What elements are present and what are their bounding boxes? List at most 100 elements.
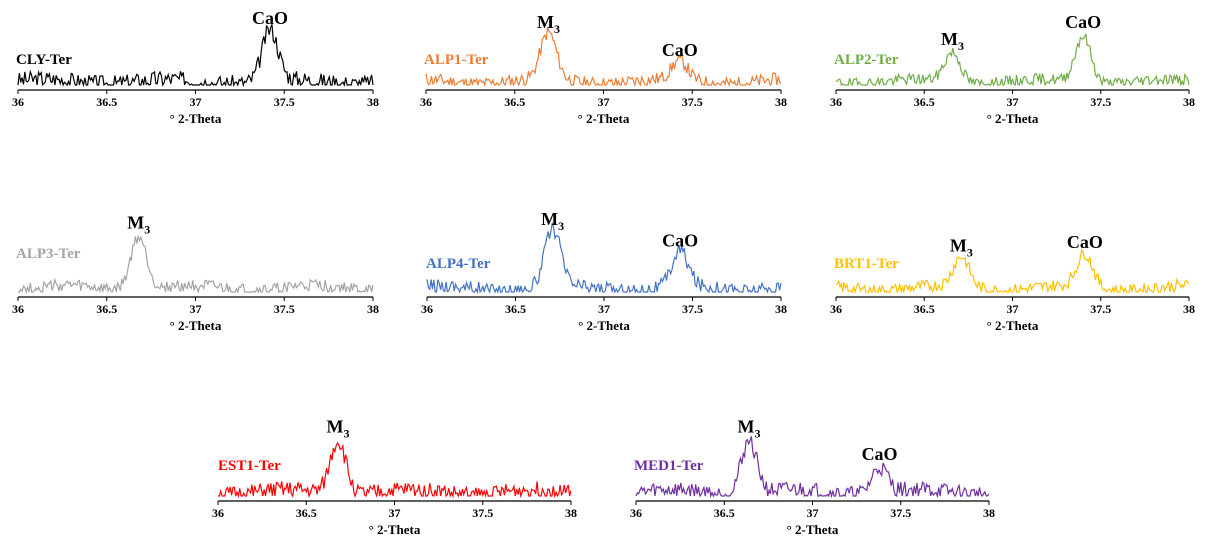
x-tick-label: 36.5 (296, 506, 317, 520)
x-tick-label: 37.5 (274, 302, 295, 316)
x-tick-label: 38 (565, 506, 577, 520)
peak-label: CaO (1067, 232, 1103, 252)
peak-label-base: M (327, 417, 344, 437)
peak-label-subscript: 3 (754, 427, 760, 441)
peak-label: CaO (1065, 12, 1101, 32)
peak-label-subscript: 3 (958, 39, 964, 53)
peak-label: M3 (127, 213, 150, 237)
peak-label: M3 (537, 12, 560, 36)
x-tick-label: 36 (630, 506, 642, 520)
x-axis-title: ° 2-Theta (987, 318, 1039, 333)
x-tick-label: 38 (367, 95, 379, 109)
x-tick-label: 37 (1007, 302, 1019, 316)
x-axis-title: ° 2-Theta (987, 111, 1039, 126)
x-tick-label: 37.5 (1090, 302, 1111, 316)
x-tick-label: 37.5 (682, 95, 703, 109)
series-line (635, 436, 990, 499)
x-tick-label: 36.5 (914, 302, 935, 316)
peak-label-base: M (127, 213, 144, 233)
chart-panel: 36 36.5 37 37.5 38 ° 2-Theta ALP3-Ter M3 (12, 213, 379, 333)
peak-label: M3 (541, 209, 564, 233)
x-axis-title: ° 2-Theta (170, 318, 222, 333)
x-tick-label: 36 (420, 95, 432, 109)
x-tick-label: 37.5 (1090, 95, 1111, 109)
chart-panel: 36 36.5 37 37.5 38 ° 2-Theta ALP1-Ter M3 CaO (420, 12, 787, 126)
series-label: ALP3-Ter (16, 246, 81, 262)
peak-label-base: CaO (1067, 232, 1103, 252)
x-tick-label: 36 (830, 302, 842, 316)
peak-label-subscript: 3 (554, 22, 560, 36)
x-tick-label: 36.5 (96, 95, 117, 109)
series-line (18, 235, 374, 295)
x-tick-label: 38 (367, 302, 379, 316)
peak-label: CaO (862, 444, 898, 464)
peak-label-base: CaO (252, 8, 288, 28)
x-tick-label: 38 (1183, 302, 1195, 316)
peak-label: M3 (950, 235, 973, 259)
peak-label-base: M (950, 235, 967, 255)
peak-label: M3 (327, 417, 350, 441)
peak-label: CaO (252, 8, 288, 28)
x-tick-label: 37.5 (274, 95, 295, 109)
x-axis-title: ° 2-Theta (369, 522, 421, 537)
x-tick-label: 36.5 (505, 302, 526, 316)
series-label: ALP4-Ter (426, 256, 491, 272)
x-axis-title: ° 2-Theta (578, 318, 630, 333)
x-tick-label: 36 (421, 302, 433, 316)
x-tick-label: 36.5 (914, 95, 935, 109)
x-tick-label: 37.5 (682, 302, 703, 316)
chart-panel: 36 36.5 37 37.5 38 ° 2-Theta CLY-Ter CaO (12, 8, 379, 126)
x-tick-label: 37 (807, 506, 819, 520)
peak-label-base: M (541, 209, 558, 229)
x-tick-label: 38 (1183, 95, 1195, 109)
peak-label-base: M (737, 417, 754, 437)
series-label: ALP1-Ter (424, 52, 489, 68)
peak-label-subscript: 3 (344, 427, 350, 441)
peak-label-base: CaO (1065, 12, 1101, 32)
x-tick-label: 38 (983, 506, 995, 520)
series-line (835, 33, 1190, 88)
x-tick-label: 38 (775, 95, 787, 109)
x-axis-title: ° 2-Theta (170, 111, 222, 126)
peak-label-base: CaO (862, 444, 898, 464)
chart-panel: 36 36.5 37 37.5 38 ° 2-Theta BRT1-Ter M3 CaO (830, 232, 1195, 333)
peak-label: CaO (662, 40, 698, 60)
x-axis-title: ° 2-Theta (787, 522, 839, 537)
chart-panel: 36 36.5 37 37.5 38 ° 2-Theta MED1-Ter M3 CaO (630, 417, 995, 537)
series-label: MED1-Ter (634, 458, 704, 474)
chart-panel: 36 36.5 37 37.5 38 ° 2-Theta EST1-Ter M3 (212, 417, 577, 537)
x-tick-label: 37 (190, 302, 202, 316)
series-line (218, 441, 572, 499)
x-tick-label: 37 (598, 95, 610, 109)
chart-panel: 36 36.5 37 37.5 38 ° 2-Theta ALP4-Ter M3 CaO (421, 209, 787, 333)
x-axis-title: ° 2-Theta (578, 111, 630, 126)
x-tick-label: 37 (389, 506, 401, 520)
chart-panel: 36 36.5 37 37.5 38 ° 2-Theta ALP2-Ter M3 CaO (830, 12, 1195, 126)
x-tick-label: 36 (212, 506, 224, 520)
x-tick-label: 36 (830, 95, 842, 109)
series-label: ALP2-Ter (834, 52, 899, 68)
x-tick-label: 36 (12, 95, 24, 109)
series-line (17, 24, 374, 88)
peak-label-base: CaO (662, 230, 698, 250)
series-line (835, 248, 1190, 295)
peak-label-base: CaO (662, 40, 698, 60)
x-tick-label: 36.5 (96, 302, 117, 316)
peak-label-subscript: 3 (967, 245, 973, 259)
series-label: CLY-Ter (16, 52, 72, 68)
series-line (425, 25, 782, 88)
x-tick-label: 37.5 (890, 506, 911, 520)
peak-label-base: M (941, 29, 958, 49)
peak-label-subscript: 3 (558, 219, 564, 233)
x-tick-label: 37 (190, 95, 202, 109)
peak-label-subscript: 3 (144, 223, 150, 237)
series-label: EST1-Ter (218, 458, 281, 474)
peak-label: M3 (941, 29, 964, 53)
x-tick-label: 37 (598, 302, 610, 316)
x-tick-label: 36 (12, 302, 24, 316)
peak-label: CaO (662, 230, 698, 250)
x-tick-label: 36.5 (504, 95, 525, 109)
peak-label: M3 (737, 417, 760, 441)
series-line (426, 222, 782, 295)
